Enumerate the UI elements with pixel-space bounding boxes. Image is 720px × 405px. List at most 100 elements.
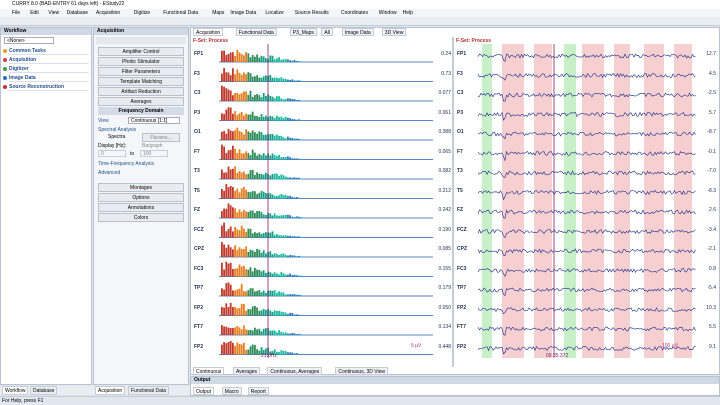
view-tab[interactable]: 3D View [381,28,407,36]
spectrum-bar [238,170,241,179]
spectrum-bar [232,342,234,355]
spectrum-bar [284,99,287,101]
spectrum-bar [265,328,267,335]
spectrum-bar [254,152,256,160]
spectrum-bar [251,233,254,238]
dock-tab[interactable]: Workflow [2,386,29,395]
spectrum-bar [254,95,256,101]
button[interactable]: Amplifier Control [98,47,184,56]
spectrum-bar [295,334,298,335]
dock-tab[interactable]: Acquisition [95,386,126,395]
spectrum-bar [269,55,272,62]
dock-tab[interactable]: Database [30,386,58,395]
menu-item[interactable]: Digitize [133,10,151,16]
workflow-item[interactable]: Source Reconstruction [9,84,89,91]
menu-item[interactable]: Source Results [294,10,329,16]
view-tab[interactable]: All [321,28,333,36]
spectrum-bar [229,169,232,179]
spectrum-bar [225,152,228,160]
view-tab[interactable]: Image Data [341,28,374,36]
output-tab[interactable]: Report [247,387,269,395]
spectrum-bar [289,177,291,179]
output-tab[interactable]: Output [193,387,215,395]
button[interactable]: Params... [142,133,180,142]
dock-tab[interactable]: Functional Data [128,386,170,395]
spectrum-bar [293,236,296,238]
spectrum-bar [251,54,254,62]
button[interactable]: Montages [98,183,184,192]
menu-item[interactable]: Acquisition [96,10,121,16]
button[interactable]: Artifact Reduction [98,87,184,96]
expander[interactable]: Advanced [98,170,121,176]
spectrum-bar [271,311,274,316]
spectrum-bar [289,333,291,335]
spectrum-bar [240,211,243,218]
button[interactable]: Filter Parameters [98,67,184,76]
spectrum-bar [276,115,278,121]
spectrum-bar [280,77,283,82]
button[interactable]: Options [98,193,184,202]
channel-label: FP1 [194,51,204,57]
spectrum-bar [247,330,250,335]
spectrum-bar [295,100,298,101]
spectrum-bar [260,190,263,199]
workflow-item[interactable]: Digitizer [9,66,89,73]
channel-value: -0.1 [707,148,716,155]
spectrum-bar [258,116,261,121]
spectrum-bar [289,157,291,160]
workflow-item[interactable]: Common Tasks [9,48,89,55]
button[interactable]: Annotations [98,203,184,212]
menu-item[interactable]: Coordinates [341,10,368,16]
view-tab[interactable]: Acquisition [193,28,224,36]
view-tab[interactable]: Continuous, Averages [267,367,323,375]
menu-item[interactable]: Localize [265,10,284,16]
spectrum-bar [260,233,263,238]
spectrum-bar [223,244,225,257]
view-tab[interactable]: Averages [233,367,261,375]
menu-item[interactable]: Edit [30,10,39,16]
spectrum-bar [232,168,234,179]
workflow-item[interactable]: Image Data [9,75,89,82]
view-tab[interactable]: P3_Maps [289,28,317,36]
selector[interactable]: <None> [4,37,54,44]
menu-item[interactable]: Image Data [230,10,257,16]
spectrum-bar [238,113,241,121]
spectrum-bar [282,99,285,101]
expander[interactable]: Time-Frequency Analysis [98,161,154,167]
spectrum-bar [269,115,272,121]
spectrum-bar [269,175,272,179]
button[interactable]: Averages [98,97,184,106]
spectrum-bar [245,329,247,335]
menu-item[interactable]: Database [66,10,88,16]
spectrum-bar [282,253,285,257]
spectrum-bar [300,100,302,101]
workflow-item[interactable]: Acquisition [9,57,89,64]
spectrum-bar [249,210,252,218]
view-tab[interactable]: Functional Data [235,28,277,36]
input[interactable]: 100 [140,150,168,157]
menu-item[interactable]: Maps [212,10,225,16]
menu-item[interactable]: View [48,10,60,16]
menu-item[interactable]: Functional Data [163,10,199,16]
menu-item[interactable]: Window [378,10,397,16]
spectrum-bar [271,290,274,296]
menu-item[interactable]: Help [402,10,413,16]
view-tab[interactable]: Continuous [193,367,225,375]
spectrum-bar [276,155,278,160]
input[interactable]: 0 [98,150,126,157]
spectrum-bar [221,113,223,121]
button[interactable]: Colors [98,213,184,222]
view-tab[interactable]: Continuous, 3D View [335,367,388,375]
spectrum-bar [276,273,278,277]
dropdown[interactable]: Continuous [1:1] [128,117,180,124]
spectrum-bar [302,315,305,316]
checkbox[interactable]: Spectra [98,134,125,140]
spectrum-bar [236,249,239,257]
spectrum-bar [265,309,267,316]
spectrum-bar [249,155,252,160]
button[interactable]: Template Matching [98,77,184,86]
output-tab[interactable]: Macro [221,387,242,395]
menu-item[interactable]: File [12,10,21,16]
button[interactable]: Photic Stimulator [98,57,184,66]
spectrum-bar [238,230,241,238]
